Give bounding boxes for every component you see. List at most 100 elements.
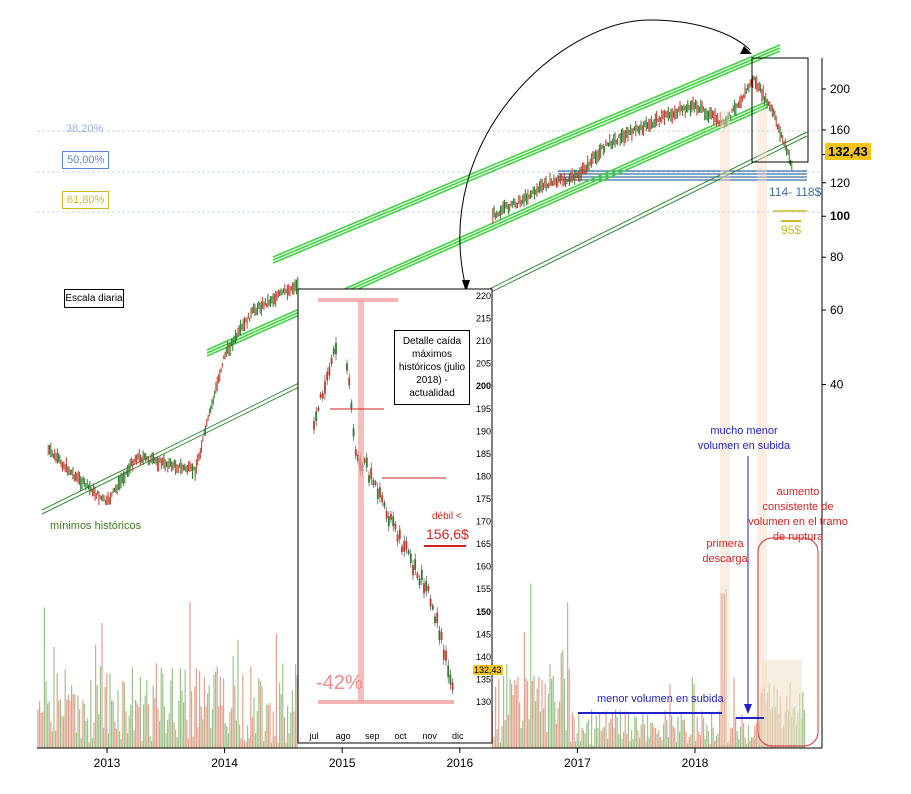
upper-channel-line [272,47,781,261]
inset-candle [451,682,454,691]
sell-off-band [757,110,767,745]
inset-y-tick-label: 170 [476,517,491,527]
support-zone-label: 114- 118$ [769,185,822,199]
y-tick-label: 80 [830,250,844,264]
inset-candle [383,502,386,507]
y-tick-label: 40 [830,378,844,392]
drop-range-top [318,298,398,302]
inset-y-tick-label: 165 [476,539,491,549]
inset-candle [317,407,320,411]
inset-candle [321,393,324,399]
y-tick-label: 160 [830,123,850,137]
inset-x-tick-label: oct [394,731,407,741]
inset-y-tick-label: 190 [476,426,491,436]
inset-candle [319,393,322,398]
inset-y-tick-label: 185 [476,449,491,459]
fib-label-38: 38,20% [66,123,104,135]
upper-channel-line [272,50,781,264]
inset-x-tick-label: ago [336,731,351,741]
inset-candle [332,348,335,355]
inset-candle [370,468,373,480]
inset-y-tick-label: 180 [476,471,491,481]
inset-candle [416,573,419,579]
lower-volume-label: menor volumen en subida [597,693,724,705]
y-tick-label: 200 [830,82,850,96]
inset-candle [407,550,410,554]
arrow-head [740,46,752,54]
inset-candle [385,510,388,519]
fibonacci-levels [37,130,822,213]
inset-y-tick-label: 200 [476,381,491,391]
x-tick-label: 2018 [682,756,709,770]
inset-candle [429,598,432,607]
inset-y-tick-label: 205 [476,359,491,369]
inset-candle [405,540,408,550]
inset-y-tick-label: 145 [476,629,491,639]
inset-y-tick-label: 160 [476,562,491,572]
trend-channels [41,44,808,515]
volume-circle [757,537,819,747]
inset-y-tick-label: 195 [476,404,491,414]
inset-candle [352,428,355,437]
inset-y-tick-label: 140 [476,652,491,662]
last-price-badge: 132,43 [825,143,871,160]
volume-bars [37,583,806,748]
price-candles [47,75,793,506]
inset-candle [354,449,357,457]
inset-y-tick-label: 130 [476,697,491,707]
inset-candle [381,495,384,503]
connector-arrow [459,19,751,289]
inset-candle [396,534,399,542]
inset-x-tick-label: dic [452,731,464,741]
inset-candle [434,616,436,624]
inset-candle [313,420,315,430]
inset-candle [328,366,331,376]
inset-candle [365,457,368,468]
x-tick-label: 2013 [94,756,121,770]
x-tick-label: 2015 [329,756,356,770]
inset-y-tick-label: 135 [476,674,491,684]
inset-candle [403,540,406,552]
inset-y-tick-label: 150 [476,607,491,617]
inset-candle [418,578,421,586]
inset-candle [350,402,353,410]
inset-candle [324,381,326,394]
historic-lows-label: mínimos históricos [50,520,142,532]
inset-candle [412,564,414,576]
inset-candle [335,342,337,355]
inset-level-label: débil < [432,511,462,522]
inset-candle [390,513,392,520]
y-tick-label: 60 [830,303,844,317]
inset-candle [420,569,423,580]
fib-label-50: 50,00% [62,151,110,169]
scale-label: Escala diaria [64,289,124,308]
inset-candle [440,631,443,640]
high-zoom-box [751,57,809,163]
inset-candle [372,480,375,486]
inset-drop-label: -42% [316,672,363,694]
inset-candle [348,377,351,386]
x-tick-label: 2017 [564,756,591,770]
inset-title: Detalle caída máximos históricos (julio … [394,330,470,405]
inset-candle [392,516,395,527]
inset-y-tick-label: 175 [476,494,491,504]
drop-range-bar [358,300,364,702]
inset-x-tick-label: jul [308,731,318,741]
sell-off-band [720,110,730,745]
inset-candle [363,458,366,463]
inset-candle [423,583,425,594]
x-tick-label: 2014 [211,756,238,770]
axes: 2013 2014 2015 2016 2017 2018 200 160 140 120 100 8… [37,58,850,770]
y-tick-label: 120 [830,176,850,190]
inset-level-value: 156,6$ [426,526,469,542]
inset-candle [398,529,401,540]
inset-candle [326,371,329,381]
arrow-head [744,704,752,714]
inset-candle [442,649,445,660]
inset-last-price: 132,43 [473,665,503,675]
x-tick-label: 2016 [446,756,473,770]
inset-x-tick-label: sep [365,731,380,741]
volume-rise-area [762,660,802,745]
highlight-shapes [459,19,819,747]
inset-candle [315,411,318,422]
